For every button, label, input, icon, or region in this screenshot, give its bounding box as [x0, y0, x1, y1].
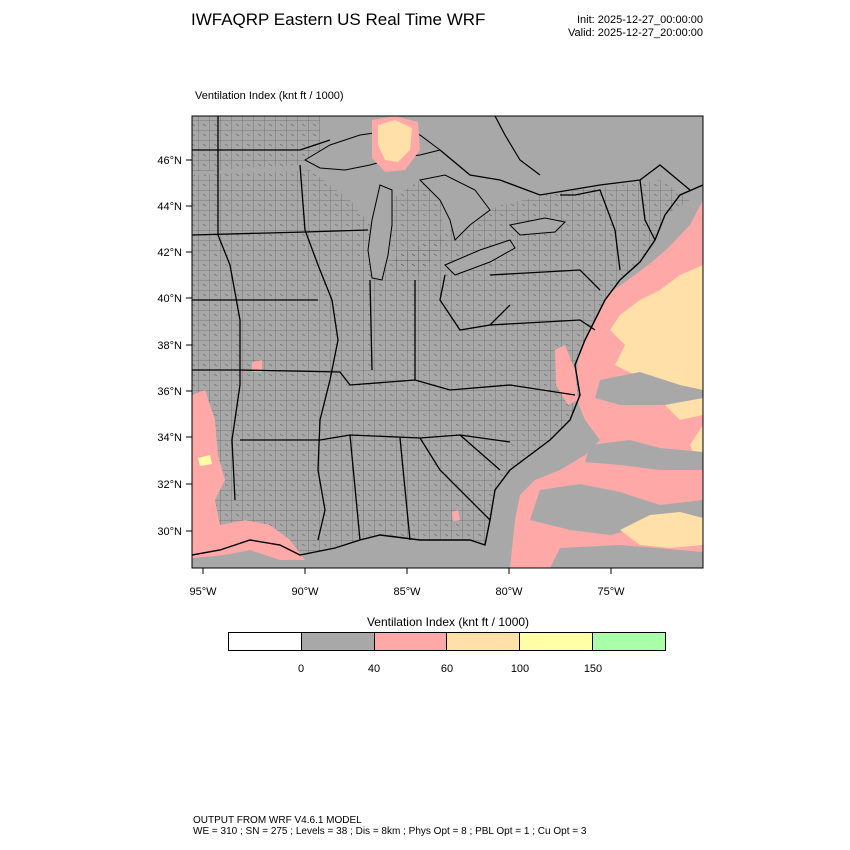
lake-huron	[418, 174, 491, 241]
lat-axis	[186, 159, 192, 532]
georgia-pink-spot	[452, 510, 460, 521]
lat-label: 34°N	[157, 432, 182, 444]
colorbar-tick-label: 100	[510, 663, 530, 675]
upper-peninsula-orange	[378, 120, 412, 162]
footer-line-2: WE = 310 ; SN = 275 ; Levels = 38 ; Dis …	[193, 826, 587, 837]
valid-time: Valid: 2025-12-27_20:00:00	[568, 27, 703, 39]
ocean-gray-band-2	[585, 440, 703, 470]
colorbar-cell	[446, 632, 521, 651]
lake-michigan	[367, 184, 393, 281]
colorbar-tick-label: 150	[583, 663, 603, 675]
colorbar-tick-label: 60	[440, 663, 454, 675]
canada-border	[192, 139, 691, 196]
lon-label: 95°W	[189, 586, 217, 598]
colorbar	[228, 632, 666, 651]
ocean-orange-area	[610, 265, 703, 420]
hudson-bay-line	[494, 116, 541, 176]
ocean-gray-band-1	[595, 372, 703, 405]
colorbar-cell	[300, 632, 375, 651]
panel-label: Ventilation Index (knt ft / 1000)	[195, 90, 344, 102]
footer-line-1: OUTPUT FROM WRF V4.6.1 MODEL	[193, 815, 362, 826]
lat-label: 42°N	[157, 247, 182, 259]
lat-label: 30°N	[157, 526, 182, 538]
colorbar-cell	[519, 632, 594, 651]
county-mesh	[192, 170, 690, 555]
lon-label: 90°W	[291, 586, 319, 598]
lat-label: 38°N	[157, 340, 182, 352]
colorbar-cell	[592, 632, 666, 651]
ventilation-index-map: 46°N 44°N 42°N 40°N 38°N 36°N 34°N 32°N …	[157, 115, 704, 598]
model-info-footer: OUTPUT FROM WRF V4.6.1 MODEL WE = 310 ; …	[193, 815, 586, 837]
midwest-pink-spot	[252, 360, 262, 372]
lat-label: 46°N	[157, 155, 182, 167]
colorbar-tick-label: 40	[367, 663, 381, 675]
lat-label: 40°N	[157, 293, 182, 305]
ocean-orange-south	[620, 512, 703, 548]
lake-ontario	[508, 217, 567, 236]
ocean-gray-band-4	[550, 545, 703, 568]
plot-title: IWFAQRP Eastern US Real Time WRF	[191, 10, 486, 29]
lat-label: 36°N	[157, 386, 182, 398]
lon-label: 85°W	[393, 586, 421, 598]
colorbar-cell	[228, 632, 302, 651]
chesapeake-pink-area	[555, 345, 578, 405]
colorbar-cell	[373, 632, 448, 651]
lon-axis	[202, 568, 612, 574]
county-mesh-mi	[390, 180, 445, 275]
colorbar-tick-label: 0	[297, 663, 305, 675]
map-frame	[191, 115, 704, 569]
lon-label: 80°W	[495, 586, 523, 598]
southwest-pink-area	[192, 390, 305, 560]
init-time: Init: 2025-12-27_00:00:00	[577, 14, 703, 26]
lon-label: 75°W	[597, 586, 625, 598]
state-borders	[192, 116, 656, 541]
county-mesh-north	[192, 116, 320, 172]
coastline	[192, 184, 703, 556]
lat-label: 44°N	[157, 201, 182, 213]
colorbar-title: Ventilation Index (knt ft / 1000)	[366, 615, 530, 629]
southwest-yellow-spot	[198, 455, 212, 466]
time-info: Init: 2025-12-27_00:00:00 Valid: 2025-12…	[520, 14, 703, 40]
lat-label: 32°N	[157, 479, 182, 491]
lake-erie	[444, 239, 516, 276]
